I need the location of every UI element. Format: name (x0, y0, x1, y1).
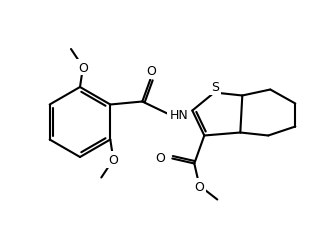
Text: HN: HN (169, 108, 188, 122)
Text: O: O (156, 152, 165, 164)
Text: O: O (78, 61, 88, 74)
Text: O: O (194, 180, 204, 193)
Text: O: O (108, 154, 118, 166)
Text: O: O (146, 65, 156, 78)
Text: S: S (211, 81, 219, 94)
